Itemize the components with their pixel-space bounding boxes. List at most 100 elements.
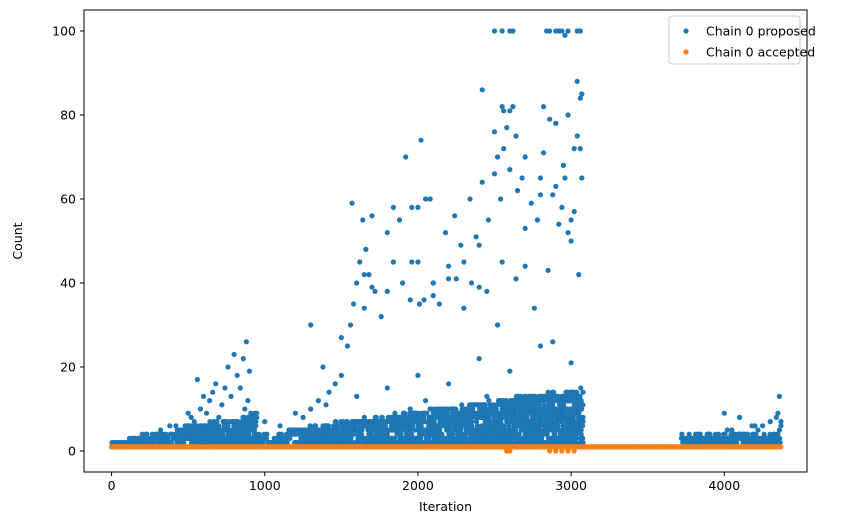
proposed-point [361, 414, 367, 420]
proposed-point [501, 146, 507, 152]
proposed-point [449, 431, 456, 437]
proposed-point [469, 423, 475, 429]
proposed-point [559, 419, 565, 425]
proposed-point [513, 276, 519, 282]
proposed-point [743, 440, 749, 446]
proposed-point [347, 322, 354, 328]
proposed-point [426, 435, 432, 441]
proposed-point [333, 419, 339, 425]
proposed-point [567, 393, 573, 399]
proposed-point [475, 423, 481, 429]
proposed-point [574, 78, 580, 84]
proposed-point [438, 414, 444, 420]
proposed-point [379, 414, 385, 420]
proposed-point [536, 402, 542, 408]
proposed-point [491, 171, 498, 177]
x-tick-label: 2000 [402, 478, 434, 493]
proposed-point [331, 423, 337, 429]
proposed-point [151, 440, 157, 446]
proposed-point [373, 431, 379, 437]
proposed-point [338, 435, 344, 441]
proposed-point [139, 431, 145, 437]
proposed-point [262, 419, 268, 425]
proposed-point [761, 431, 767, 437]
proposed-point [292, 410, 298, 416]
proposed-point [384, 385, 390, 391]
proposed-point [752, 423, 758, 429]
proposed-point [390, 204, 397, 210]
proposed-point [565, 230, 571, 236]
proposed-point [463, 431, 469, 437]
proposed-point [522, 225, 528, 231]
proposed-point [466, 435, 473, 441]
proposed-point [547, 28, 553, 34]
proposed-point [560, 398, 567, 404]
proposed-point [207, 419, 213, 425]
proposed-point [778, 419, 784, 425]
proposed-point [361, 272, 367, 278]
proposed-point [776, 393, 783, 399]
proposed-point [559, 28, 565, 34]
proposed-point [234, 372, 240, 378]
accepted-point [565, 448, 571, 454]
proposed-point [337, 423, 344, 429]
proposed-point [416, 301, 423, 307]
proposed-point [239, 427, 245, 433]
proposed-point [514, 188, 521, 194]
proposed-point [446, 423, 452, 429]
legend-marker [683, 28, 689, 34]
proposed-point [484, 288, 490, 294]
proposed-point [338, 335, 344, 341]
proposed-point [369, 213, 375, 219]
proposed-point [167, 423, 173, 429]
proposed-point [354, 280, 360, 286]
proposed-point [124, 440, 130, 446]
proposed-point [507, 167, 513, 173]
proposed-point [207, 398, 213, 404]
proposed-point [580, 389, 586, 395]
proposed-point [350, 301, 357, 307]
x-axis: 0 1000 2000 3000 4000 [108, 472, 740, 493]
proposed-point [409, 423, 416, 429]
proposed-point [470, 406, 476, 412]
proposed-point [397, 427, 403, 433]
proposed-point [551, 431, 558, 437]
proposed-point [733, 440, 740, 446]
proposed-point [200, 393, 207, 399]
proposed-point [407, 297, 413, 303]
proposed-point [188, 414, 194, 420]
proposed-point [409, 431, 415, 437]
proposed-point [491, 129, 498, 135]
proposed-point [378, 314, 384, 320]
proposed-point [759, 423, 766, 429]
proposed-point [721, 410, 727, 416]
proposed-point [522, 410, 528, 416]
proposed-point [468, 280, 475, 286]
proposed-point [453, 410, 459, 416]
proposed-point [484, 393, 490, 399]
proposed-point [452, 213, 458, 219]
proposed-point [179, 427, 185, 433]
proposed-point [469, 419, 475, 425]
proposed-point [767, 419, 773, 425]
proposed-point [424, 410, 430, 416]
proposed-point [512, 410, 518, 416]
proposed-point [231, 435, 237, 441]
proposed-point [445, 263, 452, 269]
proposed-point [578, 385, 584, 391]
proposed-point [219, 402, 225, 408]
proposed-point [461, 259, 467, 265]
proposed-point [315, 431, 321, 437]
x-axis-label: Iteration [419, 499, 472, 514]
proposed-point [578, 398, 584, 404]
proposed-point [537, 427, 543, 433]
legend-entry: Chain 0 accepted [706, 45, 815, 60]
proposed-point [562, 410, 568, 416]
accepted-point [559, 448, 565, 454]
y-axis-label: Count [10, 222, 25, 259]
proposed-point [549, 440, 555, 446]
proposed-point [576, 406, 582, 412]
proposed-point [278, 431, 285, 437]
legend: Chain 0 proposed Chain 0 accepted [668, 15, 816, 65]
proposed-point [154, 435, 160, 441]
